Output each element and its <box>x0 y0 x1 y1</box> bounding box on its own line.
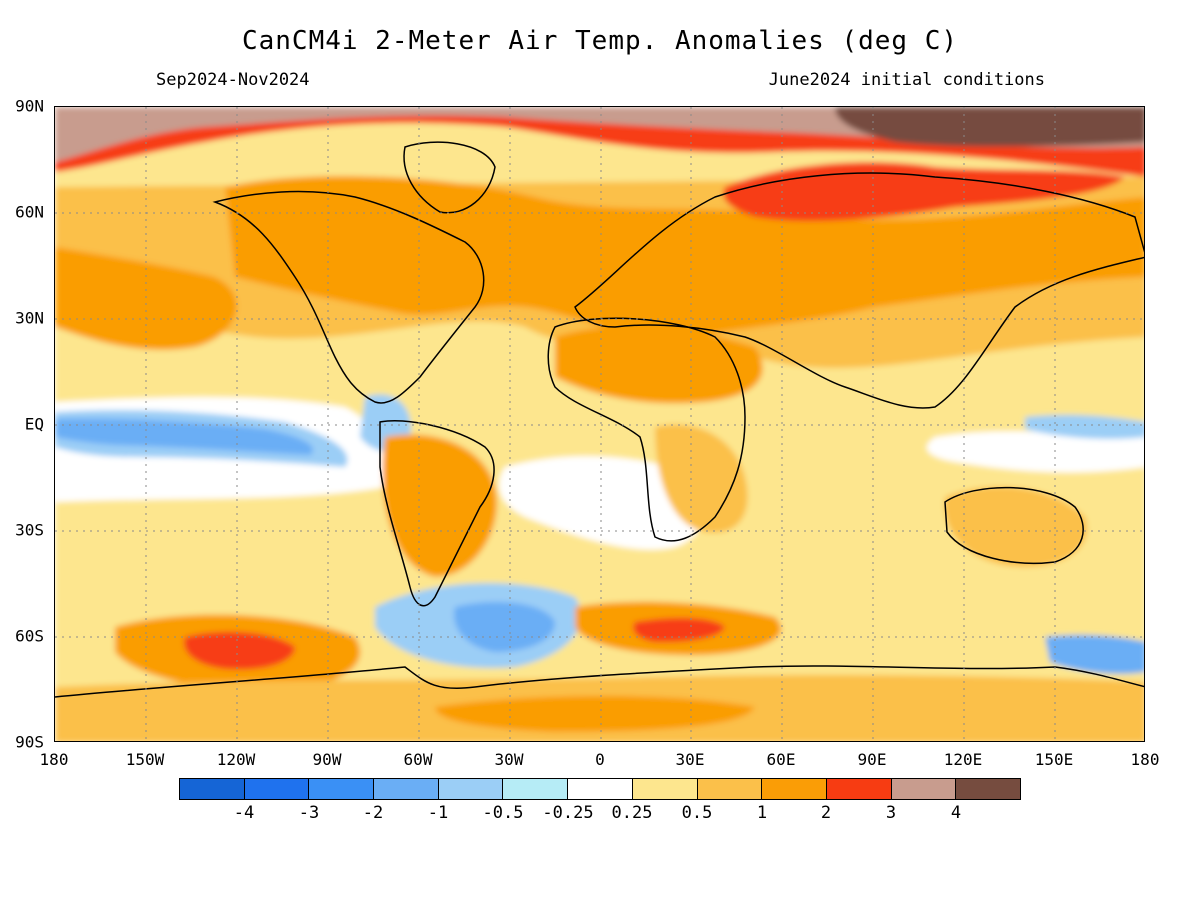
anomaly-south-atlantic-cool-core <box>454 602 555 652</box>
coast-south-america <box>379 419 495 607</box>
anomaly-nh-strong <box>225 176 1144 338</box>
anomaly-map-svg <box>55 107 1144 741</box>
anomaly-siberia <box>723 162 1125 222</box>
anomaly-sahara <box>555 326 763 404</box>
anomaly-arctic-extreme <box>835 107 1144 147</box>
colorbar-label: -4 <box>233 803 255 823</box>
lon-label-60e: 60E <box>766 750 796 769</box>
coast-australia <box>944 486 1084 564</box>
colorbar-swatch-12 <box>956 779 1020 799</box>
colorbar-label: 0.5 <box>681 803 713 823</box>
lon-label-30e: 30E <box>675 750 705 769</box>
anomaly-enso-cool-core <box>55 418 313 455</box>
lat-label-30n: 30N <box>15 308 44 328</box>
lat-label-eq: EQ <box>24 414 44 434</box>
lat-label-90n: 90N <box>15 96 44 116</box>
lon-label-150w: 150W <box>125 750 165 769</box>
colorbar-label: 1 <box>756 803 768 823</box>
colorbar-swatch-3 <box>374 779 439 799</box>
colorbar-swatch-1 <box>244 779 310 799</box>
colorbar-swatch-5 <box>503 779 569 799</box>
coast-north-america <box>212 190 485 404</box>
colorbar-swatch-11 <box>891 779 957 799</box>
colorbar-label: -1 <box>427 803 449 823</box>
coast-greenland <box>403 141 496 214</box>
lon-label-90e: 90E <box>857 750 887 769</box>
colorbar-label: 0.25 <box>611 803 653 823</box>
coast-antarctica <box>55 665 1144 698</box>
colorbar-label: -0.25 <box>542 803 594 823</box>
colorbar-label: -2 <box>362 803 384 823</box>
colorbar-label: 3 <box>885 803 897 823</box>
anomaly-tropical-atlantic-neutral <box>499 456 706 550</box>
colorbar-swatch-2 <box>309 779 375 799</box>
colorbar-swatch-7 <box>632 779 698 799</box>
colorbar-label: 4 <box>950 803 962 823</box>
lon-label-30w: 30W <box>494 750 524 769</box>
colorbar-swatch-8 <box>697 779 763 799</box>
lon-label-120w: 120W <box>216 750 256 769</box>
lon-label-0: 0 <box>595 750 605 769</box>
lat-label-30s: 30S <box>15 520 44 540</box>
anomaly-npac <box>55 247 237 350</box>
anomaly-map <box>54 106 1145 742</box>
colorbar-swatch-6 <box>568 779 633 799</box>
colorbar <box>179 778 1021 800</box>
colorbar-label: -3 <box>298 803 320 823</box>
map-title: CanCM4i 2-Meter Air Temp. Anomalies (deg… <box>241 26 959 56</box>
anomaly-africa <box>655 424 748 533</box>
forecast-period: Sep2024-Nov2024 <box>156 70 310 90</box>
lon-label-150e: 150E <box>1034 750 1074 769</box>
anomaly-south-america <box>382 434 497 577</box>
anomaly-ross-sea-cool <box>1045 634 1144 674</box>
anomaly-antarctica-warm <box>435 695 755 732</box>
lat-label-90s: 90S <box>15 732 44 752</box>
coast-africa <box>547 317 746 542</box>
colorbar-swatch-10 <box>826 779 892 799</box>
initial-conditions: June2024 initial conditions <box>768 70 1045 90</box>
lon-label-90w: 90W <box>312 750 342 769</box>
lon-label-60w: 60W <box>403 750 433 769</box>
coast-eurasia <box>574 172 1144 409</box>
anomaly-west-pacific-neutral <box>926 431 1144 473</box>
anomaly-southern-atlantic-core <box>633 617 725 643</box>
colorbar-label: -0.5 <box>482 803 524 823</box>
graticule <box>55 107 1144 741</box>
anomaly-southern-pacific-core <box>184 631 295 670</box>
colorbar-swatch-9 <box>762 779 827 799</box>
lat-label-60s: 60S <box>15 626 44 646</box>
lon-label-180w: 180 <box>39 750 69 769</box>
coastlines <box>55 141 1144 698</box>
anomaly-west-pacific-cool <box>1025 414 1144 439</box>
anomaly-australia <box>944 486 1087 567</box>
colorbar-swatch-0 <box>180 779 245 799</box>
anomaly-fill-layer <box>55 107 1144 741</box>
colorbar-swatch-4 <box>438 779 504 799</box>
colorbar-label: 2 <box>820 803 832 823</box>
lon-label-180e: 180 <box>1130 750 1160 769</box>
lon-label-120e: 120E <box>943 750 983 769</box>
lat-label-60n: 60N <box>15 202 44 222</box>
